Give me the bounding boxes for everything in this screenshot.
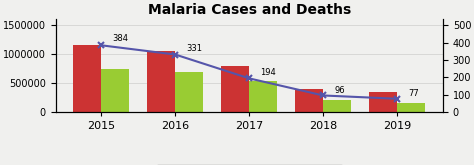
Bar: [295, 89, 323, 112]
Text: 77: 77: [409, 89, 419, 98]
Bar: [323, 100, 351, 112]
Deaths: [320, 95, 326, 97]
Text: 384: 384: [112, 34, 128, 43]
Deaths: [394, 98, 400, 100]
Line: Deaths: Deaths: [98, 42, 401, 102]
Text: 194: 194: [260, 68, 276, 77]
Bar: [369, 92, 397, 112]
Deaths: [246, 77, 252, 79]
Bar: [147, 51, 175, 112]
Bar: [101, 69, 129, 112]
Bar: [175, 72, 203, 112]
Deaths: [173, 53, 178, 55]
Text: 96: 96: [334, 86, 345, 95]
Bar: [73, 45, 101, 112]
Bar: [397, 103, 425, 112]
Deaths: [99, 44, 104, 46]
Bar: [221, 66, 249, 112]
Text: 331: 331: [186, 44, 202, 53]
Title: Malaria Cases and Deaths: Malaria Cases and Deaths: [147, 3, 351, 17]
Bar: [249, 82, 277, 112]
